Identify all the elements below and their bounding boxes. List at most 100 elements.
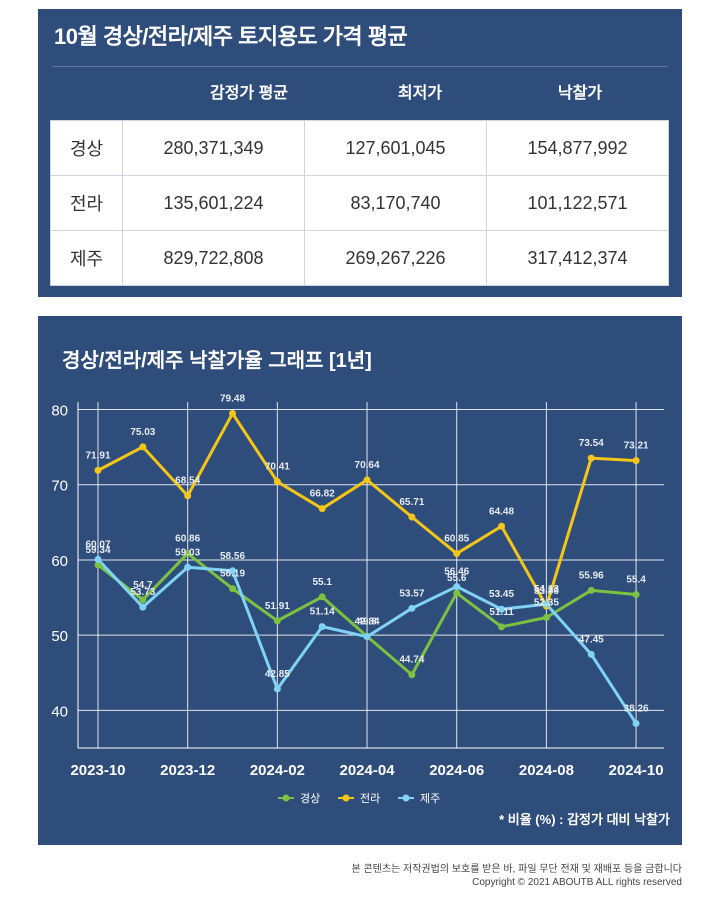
x-tick-label: 2024-02 [250,762,305,779]
data-label: 60.07 [85,539,110,550]
chart-panel: 경상/전라/제주 낙찰가율 그래프 [1년] 2023-10 2023-12 202… [38,316,682,845]
data-label: 53.45 [489,589,514,600]
data-label: 38.26 [624,703,649,714]
data-label: 52.35 [534,597,559,608]
data-label: 51.14 [310,607,335,618]
data-point [363,633,371,641]
data-label: 58.56 [220,551,245,562]
table-cell: 135,601,224 [122,175,305,231]
data-point [453,550,461,558]
data-label: 64.48 [489,506,514,517]
data-point [498,522,506,530]
data-point [229,585,237,593]
data-label: 65.71 [399,497,424,508]
table-cell: 154,877,992 [486,120,669,176]
data-label: 60.85 [444,534,469,545]
data-point [632,719,640,727]
legend-swatch-marker [402,794,410,802]
table-title: 10월 경상/전라/제주 토지용도 가격 평균 [54,24,408,49]
row-label: 제주 [50,230,123,286]
data-point [453,583,461,591]
data-point [184,549,192,557]
table-cell: 829,722,808 [122,230,305,286]
data-point [498,623,506,631]
data-label: 47.45 [579,634,604,645]
data-label: 53.86 [534,586,559,597]
data-point [139,443,147,451]
legend-label: 전라 [360,792,380,805]
data-point [94,466,102,474]
legend-label: 제주 [420,792,440,805]
data-label: 51.11 [489,607,514,618]
copyright-line: Copyright © 2021 ABOUTB ALL rights reser… [472,877,682,888]
y-tick-label: 60 [51,553,68,570]
data-point [94,555,102,563]
data-label: 70.41 [265,462,290,473]
data-label: 53.73 [130,587,155,598]
table-cell: 101,122,571 [486,175,669,231]
x-tick-label: 2023-10 [70,762,125,779]
data-point [139,603,147,611]
data-label: 55.4 [626,575,646,586]
data-point [453,589,461,597]
col-header-winning: 낙찰가 [557,85,603,102]
data-point [498,605,506,613]
table-cell: 269,267,226 [304,230,487,286]
price-table-panel: 10월 경상/전라/제주 토지용도 가격 평균 감정가 평균 최저가 낙찰가 경… [38,9,682,297]
table-row: 전라 135,601,224 83,170,740 101,122,571 [50,175,669,231]
legend-swatch-marker [282,794,290,802]
data-label: 55.96 [579,570,604,581]
data-point [542,613,550,621]
data-label: 56.19 [220,569,245,580]
data-point [632,457,640,465]
data-label: 75.03 [130,427,155,438]
data-label: 49.8 [357,617,377,628]
data-label: 55.6 [447,573,467,584]
legend-swatch-marker [342,794,350,802]
table-cell: 127,601,045 [304,120,487,176]
data-point [273,478,281,486]
data-point [318,623,326,631]
table-row: 경상 280,371,349 127,601,045 154,877,992 [50,120,669,176]
data-point [632,591,640,599]
y-tick-label: 50 [51,628,68,645]
y-tick-label: 80 [51,403,68,420]
data-point [587,586,595,594]
row-label: 전라 [50,175,123,231]
table-cell: 83,170,740 [304,175,487,231]
x-tick-label: 2024-10 [609,762,664,779]
data-label: 54.13 [534,584,559,595]
data-label: 70.64 [355,460,380,471]
data-label: 68.54 [175,476,200,487]
data-point [273,617,281,625]
row-label: 경상 [50,120,123,176]
data-point [184,563,192,571]
data-point [408,604,416,612]
data-point [318,593,326,601]
y-tick-label: 70 [51,478,68,495]
data-point [542,600,550,608]
line-chart: 2023-10 2023-12 2024-02 2024-04 2024-06 2024-… [51,393,664,805]
divider [52,66,668,67]
data-label: 54.7 [133,580,153,591]
data-point [94,561,102,569]
data-label: 55.1 [312,577,332,588]
data-point [408,513,416,521]
data-label: 71.91 [85,450,110,461]
y-tick-label: 40 [51,703,68,720]
data-label: 51.91 [265,601,290,612]
data-point [273,685,281,693]
table-cell: 317,412,374 [486,230,669,286]
data-label: 49.84 [355,616,380,627]
col-header-minimum: 최저가 [397,85,443,102]
table-row: 제주 829,722,808 269,267,226 317,412,374 [50,230,669,286]
data-point [408,671,416,679]
data-label: 53.57 [399,588,424,599]
legend-label: 경상 [300,792,320,805]
data-point [229,409,237,417]
data-point [587,650,595,658]
x-tick-label: 2024-06 [429,762,484,779]
data-point [318,505,326,513]
data-label: 73.21 [624,441,649,452]
chart-note: * 비율 (%) : 감정가 대비 낙찰가 [499,812,670,827]
